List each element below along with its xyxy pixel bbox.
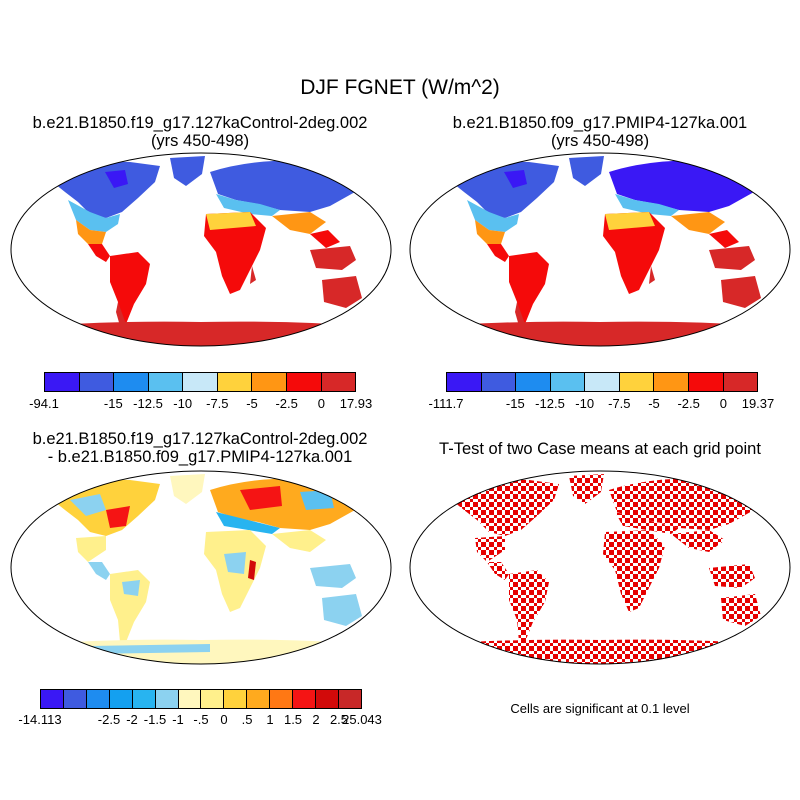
colorbar-tick-label: -2 bbox=[126, 712, 138, 727]
colorbar-swatch bbox=[316, 690, 339, 708]
colorbar-swatch bbox=[321, 373, 356, 391]
colorbar-tick-label: -94.1 bbox=[29, 396, 59, 411]
colorbar-swatch bbox=[183, 373, 218, 391]
colorbar-tick-label: -10 bbox=[575, 396, 595, 411]
colorbar-tick-label: 1.5 bbox=[283, 712, 303, 727]
colorbar-swatch bbox=[178, 690, 202, 708]
colorbar-tick-label: 0 bbox=[719, 396, 727, 411]
colorbar-swatch bbox=[63, 690, 87, 708]
colorbar-swatch bbox=[148, 373, 184, 391]
colorbar-swatch bbox=[109, 690, 133, 708]
colorbar-difference-labels: -14.113 -2.5 -2 -1.5 -1 -.5 0 .5 1 1.5 2 2.5 25.043 bbox=[18, 712, 381, 728]
colorbar-swatch bbox=[516, 373, 551, 391]
colorbar-tick-label: -12.5 bbox=[133, 396, 163, 411]
colorbar-swatch bbox=[270, 690, 294, 708]
panel-ttest-title: T-Test of two Case means at each grid po… bbox=[439, 440, 761, 458]
colorbar-tick-label: -10 bbox=[173, 396, 193, 411]
colorbar-swatch bbox=[286, 373, 322, 391]
colorbar-tick-label: -2.5 bbox=[97, 712, 121, 727]
colorbar-tick-label: -12.5 bbox=[535, 396, 565, 411]
colorbar-pmip4-labels: -111.7 -15 -12.5 -10 -7.5 -5 -2.5 0 19.37 bbox=[429, 396, 775, 412]
panel-pmip4-title: b.e21.B1850.f09_g17.PMIP4-127ka.001 bbox=[452, 114, 748, 132]
colorbar-swatch bbox=[252, 373, 287, 391]
colorbar-tick-label: 0 bbox=[220, 712, 228, 727]
colorbar-tick-label: 2.5 bbox=[329, 712, 349, 727]
colorbar-swatch bbox=[688, 373, 724, 391]
colorbar-pmip4 bbox=[446, 372, 758, 392]
colorbar-swatch bbox=[41, 690, 64, 708]
colorbar-swatch bbox=[45, 373, 80, 391]
colorbar-tick-label: -1.5 bbox=[143, 712, 167, 727]
colorbar-tick-label: -1 bbox=[172, 712, 184, 727]
colorbar-swatch bbox=[79, 373, 115, 391]
colorbar-tick-label: 25.043 bbox=[342, 712, 382, 727]
colorbar-swatch bbox=[654, 373, 689, 391]
colorbar-tick-label: -5 bbox=[246, 396, 258, 411]
colorbar-tick-label: -15 bbox=[103, 396, 123, 411]
colorbar-swatch bbox=[447, 373, 482, 391]
map-pmip4 bbox=[409, 152, 791, 347]
map-ttest bbox=[409, 470, 791, 665]
colorbar-tick-label: -15 bbox=[505, 396, 525, 411]
colorbar-swatch bbox=[247, 690, 271, 708]
colorbar-swatch bbox=[585, 373, 620, 391]
colorbar-tick-label: -14.113 bbox=[18, 712, 62, 727]
colorbar-tick-label: 0 bbox=[317, 396, 325, 411]
colorbar-swatch bbox=[132, 690, 156, 708]
colorbar-tick-label: -7.5 bbox=[206, 396, 229, 411]
panel-difference-title: b.e21.B1850.f19_g17.127kaControl-2deg.00… bbox=[32, 430, 368, 448]
colorbar-tick-label: 17.93 bbox=[339, 396, 373, 411]
colorbar-tick-label: 19.37 bbox=[741, 396, 775, 411]
colorbar-swatch bbox=[155, 690, 179, 708]
figure-title: DJF FGNET (W/m^2) bbox=[300, 76, 500, 99]
colorbar-swatch bbox=[619, 373, 655, 391]
colorbar-swatch bbox=[86, 690, 110, 708]
colorbar-swatch bbox=[338, 690, 361, 708]
colorbar-tick-label: -2.5 bbox=[677, 396, 700, 411]
colorbar-swatch bbox=[723, 373, 758, 391]
panel-control-subtitle: (yrs 450-498) bbox=[150, 132, 250, 150]
colorbar-tick-label: -.5 bbox=[193, 712, 209, 727]
colorbar-tick-label: 1 bbox=[266, 712, 274, 727]
colorbar-tick-label: -2.5 bbox=[275, 396, 298, 411]
panel-pmip4-subtitle: (yrs 450-498) bbox=[550, 132, 650, 150]
colorbar-difference bbox=[40, 689, 362, 709]
panel-difference-subtitle: - b.e21.B1850.f09_g17.PMIP4-127ka.001 bbox=[47, 448, 353, 466]
colorbar-swatch bbox=[201, 690, 225, 708]
colorbar-control bbox=[44, 372, 356, 392]
colorbar-swatch bbox=[293, 690, 317, 708]
colorbar-tick-label: -7.5 bbox=[608, 396, 631, 411]
colorbar-swatch bbox=[224, 690, 248, 708]
colorbar-tick-label: -111.7 bbox=[428, 396, 464, 411]
colorbar-swatch bbox=[481, 373, 517, 391]
map-control bbox=[10, 152, 392, 347]
ttest-footnote: Cells are significant at 0.1 level bbox=[510, 701, 690, 716]
colorbar-tick-label: 2 bbox=[312, 712, 320, 727]
colorbar-swatch bbox=[114, 373, 149, 391]
colorbar-control-labels: -94.1 -15 -12.5 -10 -7.5 -5 -2.5 0 17.93 bbox=[29, 396, 372, 412]
colorbar-swatch bbox=[217, 373, 253, 391]
panel-control-title: b.e21.B1850.f19_g17.127kaControl-2deg.00… bbox=[32, 114, 368, 132]
colorbar-tick-label: -5 bbox=[648, 396, 660, 411]
colorbar-swatch bbox=[550, 373, 586, 391]
map-difference bbox=[10, 470, 392, 665]
colorbar-tick-label: .5 bbox=[241, 712, 253, 727]
